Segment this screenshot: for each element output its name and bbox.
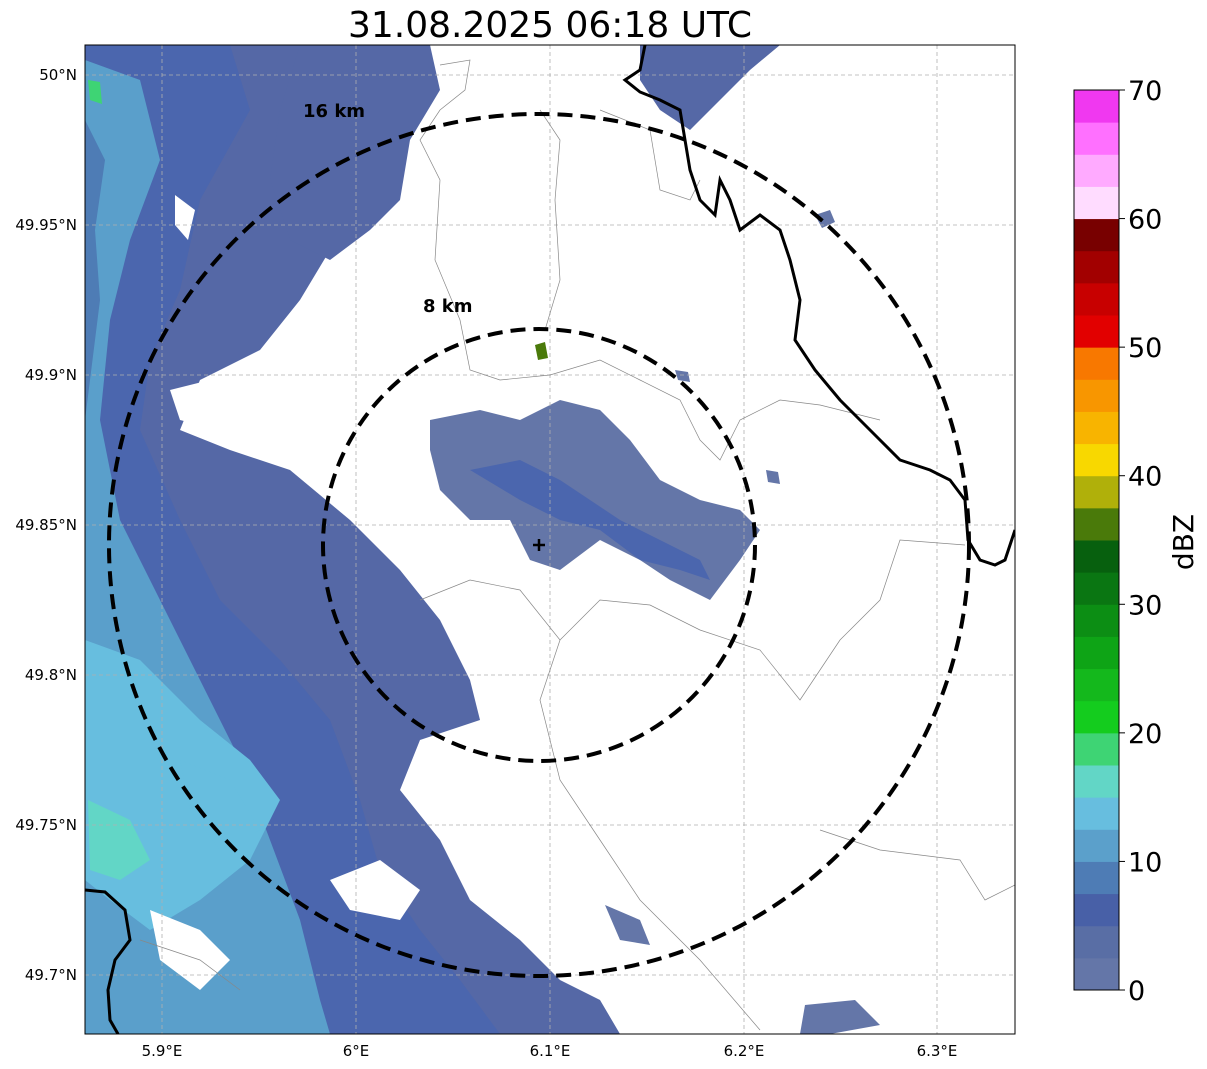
colorbar-segment	[1074, 957, 1119, 991]
lat-tick: 49.85°N	[15, 516, 77, 534]
lat-tick: 50°N	[39, 66, 77, 84]
colorbar-segment	[1074, 186, 1119, 220]
plus-icon	[533, 539, 545, 551]
colorbar-segment	[1074, 218, 1119, 252]
colorbar-segment	[1074, 507, 1119, 541]
lon-tick: 6.1°E	[530, 1042, 571, 1060]
lon-tick: 6.2°E	[724, 1042, 765, 1060]
colorbar-tick-label: 20	[1128, 719, 1162, 750]
colorbar-segment	[1074, 443, 1119, 477]
lon-tick: 5.9°E	[142, 1042, 183, 1060]
colorbar-segment	[1074, 572, 1119, 605]
colorbar: 0 10 20 30 40 50 60 70 dBZ	[1073, 76, 1200, 1007]
range-ring-label-16km: 16 km	[303, 101, 365, 122]
colorbar-tick-label: 60	[1128, 205, 1162, 236]
colorbar-segment	[1074, 122, 1119, 155]
colorbar-segment	[1074, 540, 1119, 573]
lat-tick: 49.7°N	[25, 966, 77, 984]
range-rings	[107, 112, 971, 978]
colorbar-segment	[1074, 250, 1119, 284]
colorbar-segment	[1074, 379, 1119, 412]
colorbar-label: dBZ	[1167, 514, 1200, 570]
colorbar-segments	[1074, 90, 1119, 991]
lat-tick: 49.95°N	[15, 216, 77, 234]
colorbar-tick-label: 0	[1128, 976, 1145, 1007]
map-title: 31.08.2025 06:18 UTC	[347, 5, 753, 46]
colorbar-segment	[1074, 668, 1119, 702]
lat-tick: 49.8°N	[25, 666, 77, 684]
colorbar-ticks: 0 10 20 30 40 50 60 70	[1119, 76, 1162, 1007]
colorbar-segment	[1074, 732, 1119, 766]
longitude-ticks: 5.9°E 6°E 6.1°E 6.2°E 6.3°E	[142, 1042, 958, 1060]
map-frame	[84, 44, 1016, 1035]
lon-tick: 6°E	[343, 1042, 370, 1060]
colorbar-segment	[1074, 861, 1119, 895]
colorbar-segment	[1074, 90, 1119, 123]
range-ring-16km	[107, 112, 971, 978]
colorbar-segment	[1074, 315, 1119, 348]
lat-tick: 49.9°N	[25, 366, 77, 384]
colorbar-tick-label: 70	[1128, 76, 1162, 107]
colorbar-segment	[1074, 154, 1119, 187]
colorbar-segment	[1074, 797, 1119, 830]
range-ring-label-8km: 8 km	[423, 296, 473, 317]
colorbar-segment	[1074, 475, 1119, 509]
colorbar-segment	[1074, 893, 1119, 927]
colorbar-tick-label: 10	[1128, 847, 1162, 878]
reflectivity-echoes	[85, 45, 880, 1034]
colorbar-tick-label: 50	[1128, 333, 1162, 364]
colorbar-segment	[1074, 765, 1119, 798]
range-ring-8km	[321, 327, 757, 763]
colorbar-segment	[1074, 347, 1119, 380]
colorbar-segment	[1074, 411, 1119, 445]
lon-tick: 6.3°E	[917, 1042, 958, 1060]
colorbar-segment	[1074, 829, 1119, 862]
colorbar-segment	[1074, 604, 1119, 637]
colorbar-frame	[1073, 89, 1120, 991]
lat-tick: 49.75°N	[15, 816, 77, 834]
colorbar-segment	[1074, 636, 1119, 670]
latitude-ticks: 50°N 49.95°N 49.9°N 49.85°N 49.8°N 49.75…	[15, 66, 77, 984]
colorbar-segment	[1074, 700, 1119, 734]
colorbar-tick-label: 30	[1128, 590, 1162, 621]
map-area: 16 km 8 km	[85, 45, 1015, 1034]
colorbar-segment	[1074, 925, 1119, 959]
colorbar-tick-label: 40	[1128, 462, 1162, 493]
colorbar-segment	[1074, 282, 1119, 316]
